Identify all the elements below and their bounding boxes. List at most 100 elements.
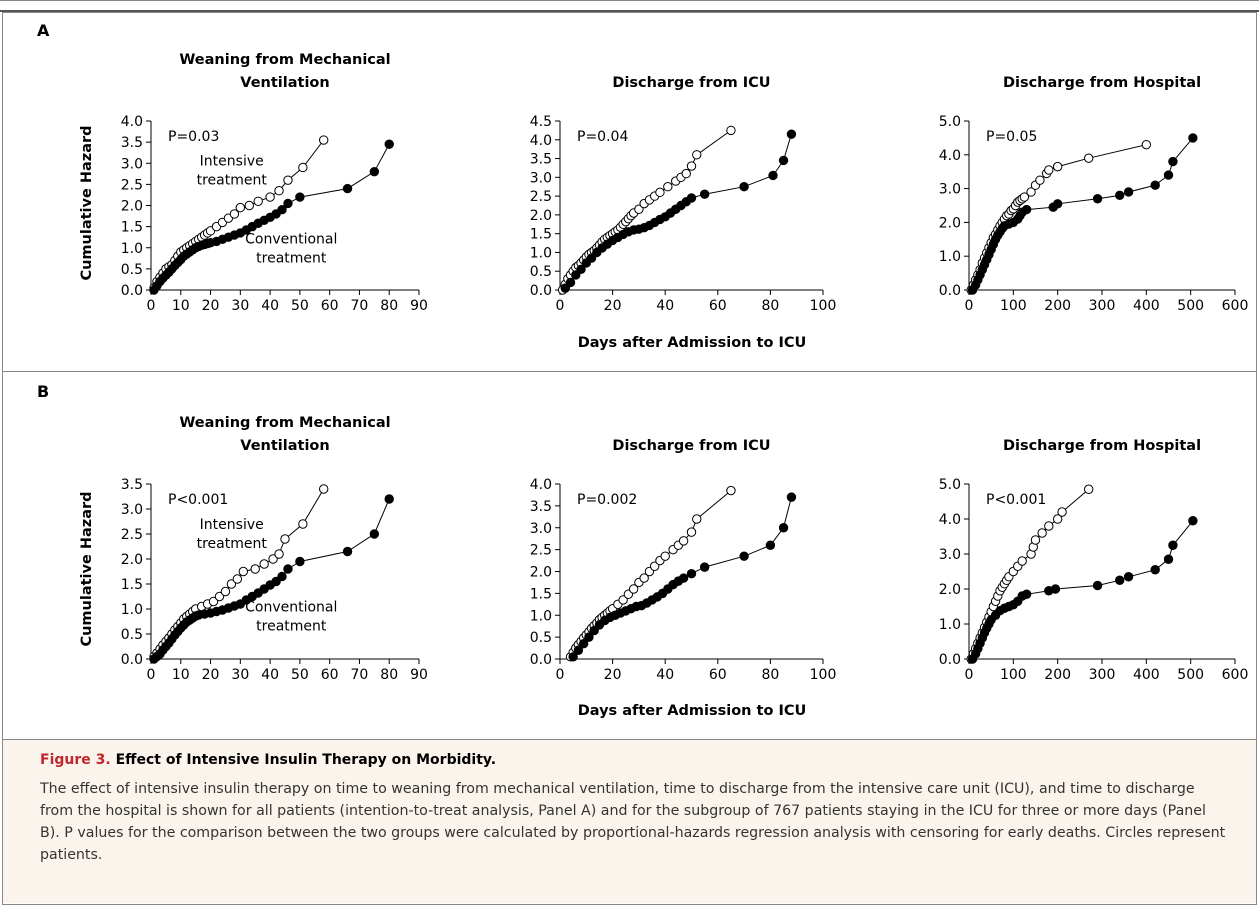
data-point-conventional: [568, 652, 578, 662]
y-tick-label: 0.0: [939, 283, 961, 299]
x-tick-label: 200: [1044, 667, 1071, 683]
x-tick-label: 300: [1089, 667, 1116, 683]
chart-title: Discharge from Hospital: [1003, 75, 1201, 91]
y-tick-label: 4.0: [939, 512, 961, 528]
data-point-conventional: [571, 270, 581, 280]
chart-3: Discharge from Hospital 0.0 1.0 2.0 3.0 4.0 5.…: [939, 75, 1249, 314]
data-point-conventional: [739, 182, 749, 192]
data-point-intensive: [232, 574, 243, 584]
y-tick-label: 1.5: [530, 586, 552, 602]
data-point-intensive: [655, 187, 665, 198]
data-point-conventional: [1021, 589, 1032, 599]
x-tick-label: 70: [351, 298, 369, 314]
x-tick-label: 30: [231, 667, 249, 683]
y-tick-label: 1.0: [121, 241, 143, 257]
data-point-intensive: [634, 204, 644, 214]
data-point-conventional: [560, 283, 570, 293]
data-point-intensive: [1037, 528, 1047, 538]
y-tick-label: 1.0: [530, 608, 552, 624]
y-tick-label: 2.5: [121, 527, 143, 543]
data-point-conventional: [283, 564, 293, 574]
data-point-intensive: [319, 135, 329, 145]
data-point-conventional: [384, 139, 394, 149]
y-tick-label: 2.0: [939, 582, 961, 598]
data-point-conventional: [1188, 133, 1198, 143]
y-tick-label: 0.5: [530, 264, 552, 280]
y-axis-label: Cumulative Hazard: [79, 125, 95, 280]
data-point-intensive: [692, 150, 702, 160]
data-point-intensive: [1035, 175, 1045, 185]
x-tick-label: 60: [709, 298, 727, 314]
data-point-intensive: [692, 514, 702, 524]
chart-1: Weaning from Mechanical Ventilation 0.0 0.5…: [79, 52, 428, 314]
panel-a: A Weaning from Mechanical Ventilation 0.0 0…: [3, 13, 1256, 372]
data-point-conventional: [342, 546, 353, 557]
data-point-conventional: [1092, 580, 1103, 591]
y-tick-label: 1.0: [939, 249, 961, 265]
x-tick-label: 0: [556, 298, 565, 314]
series-annotation: treatment: [197, 172, 268, 188]
data-point-conventional: [739, 551, 749, 561]
y-tick-label: 4.0: [121, 114, 143, 130]
x-tick-label: 80: [380, 667, 398, 683]
x-axis-label: Days after Admission to ICU: [578, 703, 807, 719]
x-tick-label: 10: [172, 298, 190, 314]
data-point-conventional: [589, 625, 599, 636]
y-tick-label: 1.0: [121, 602, 143, 618]
data-point-conventional: [699, 562, 710, 572]
p-value: P=0.05: [986, 129, 1037, 145]
y-tick-label: 0.0: [530, 652, 552, 668]
p-value: P<0.001: [986, 492, 1046, 508]
data-point-intensive: [649, 561, 660, 571]
data-point-intensive: [1017, 556, 1027, 566]
data-point-conventional: [1115, 575, 1125, 585]
y-tick-label: 3.5: [121, 477, 143, 493]
x-tick-label: 40: [261, 667, 279, 683]
data-point-intensive: [226, 579, 237, 589]
data-point-conventional: [1050, 584, 1061, 594]
data-point-intensive: [1052, 514, 1063, 524]
x-axis-label: Days after Admission to ICU: [578, 335, 807, 351]
data-point-conventional: [1123, 572, 1134, 582]
y-tick-label: 1.0: [530, 245, 552, 261]
x-tick-label: 70: [351, 667, 369, 683]
data-point-conventional: [768, 170, 778, 181]
x-tick-label: 80: [761, 667, 779, 683]
y-tick-label: 0.5: [121, 262, 143, 278]
data-point-conventional: [295, 192, 305, 202]
y-tick-label: 2.5: [121, 177, 143, 193]
data-point-intensive: [208, 596, 219, 607]
data-point-conventional: [678, 573, 689, 583]
data-point-intensive: [229, 209, 240, 219]
caption-title: Figure 3. Effect of Intensive Insulin Th…: [40, 752, 496, 768]
y-tick-label: 0.5: [121, 627, 143, 643]
x-tick-label: 20: [202, 667, 220, 683]
y-tick-label: 2.0: [121, 199, 143, 215]
figure-frame: [2, 12, 1257, 905]
y-tick-label: 3.0: [121, 502, 143, 518]
chart-title: Weaning from Mechanical: [179, 52, 390, 68]
data-point-intensive: [274, 186, 284, 196]
y-tick-label: 0.0: [530, 283, 552, 299]
series-annotation: treatment: [256, 251, 327, 267]
data-point-intensive: [268, 554, 278, 564]
data-point-intensive: [1030, 535, 1041, 545]
data-point-intensive: [214, 591, 225, 602]
p-value: P<0.001: [168, 492, 228, 508]
data-point-intensive: [1019, 192, 1030, 202]
y-tick-label: 3.5: [121, 135, 143, 151]
y-tick-label: 0.0: [939, 652, 961, 668]
chart-title: Discharge from Hospital: [1003, 438, 1201, 454]
y-tick-label: 2.5: [530, 543, 552, 559]
x-tick-label: 100: [1000, 667, 1027, 683]
x-tick-label: 40: [261, 298, 279, 314]
panel-letter: B: [37, 382, 50, 401]
y-tick-label: 2.0: [121, 552, 143, 568]
data-point-intensive: [678, 536, 689, 546]
panel-a-charts: Weaning from Mechanical Ventilation 0.0 0.5…: [79, 52, 1249, 351]
series-line: [153, 498, 390, 660]
data-point-conventional: [786, 492, 797, 502]
data-point-conventional: [342, 183, 353, 194]
x-tick-label: 60: [709, 667, 727, 683]
x-tick-label: 400: [1133, 298, 1160, 314]
